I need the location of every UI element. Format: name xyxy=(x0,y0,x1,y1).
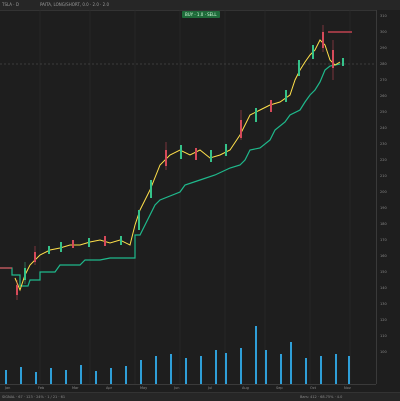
price-tick: 200 xyxy=(380,190,387,194)
volume-bars xyxy=(5,326,350,384)
price-tick: 220 xyxy=(380,158,387,162)
price-tick: 180 xyxy=(380,222,387,226)
price-tick: 280 xyxy=(380,62,387,66)
time-tick: Oct xyxy=(310,386,317,390)
signal-line xyxy=(14,39,341,292)
time-tick: Jul xyxy=(208,386,213,390)
time-tick: Aug xyxy=(242,386,249,390)
price-tick: 300 xyxy=(380,30,387,34)
price-tick: 150 xyxy=(380,270,387,274)
symbol-title[interactable]: TSLA · D xyxy=(2,2,19,7)
price-axis[interactable]: 310 300 290 280 270 260 250 240 230 220 … xyxy=(376,10,400,384)
price-tick: 160 xyxy=(380,254,387,258)
time-axis[interactable]: Jan Feb Mar Apr May Jun Jul Aug Sep Oct … xyxy=(0,384,376,393)
price-tick: 130 xyxy=(380,302,387,306)
price-tick: 140 xyxy=(380,286,387,290)
status-bar: SIGNAL · 67 · 123 · 24% · 1 / 21 · 61 Ba… xyxy=(0,392,400,401)
candles xyxy=(16,25,344,300)
price-tick: 110 xyxy=(380,334,387,338)
time-tick: Jan xyxy=(5,386,11,390)
price-tick: 120 xyxy=(380,318,387,322)
time-tick: Mar xyxy=(72,386,79,390)
time-tick: Feb xyxy=(38,386,45,390)
price-tick: 240 xyxy=(380,126,387,130)
grid xyxy=(39,10,351,384)
price-tick: 290 xyxy=(380,46,387,50)
trailing-stop-line xyxy=(0,63,341,287)
time-tick: Sep xyxy=(276,386,283,390)
status-right: Bars: 412 · 68.75% · 4.0 xyxy=(300,395,343,399)
window-title-bar: TSLA · D PAITA, LONG/SHORT, 0.0 · 2.0 · … xyxy=(0,0,400,11)
signal-badge[interactable]: BUY · 1.0 · SELL xyxy=(182,11,220,18)
time-tick: Apr xyxy=(106,386,113,390)
price-tick: 310 xyxy=(380,14,387,18)
price-tick: 210 xyxy=(380,174,387,178)
price-tick: 100 xyxy=(380,350,387,354)
time-tick: May xyxy=(140,386,148,390)
price-tick: 270 xyxy=(380,78,387,82)
price-tick: 260 xyxy=(380,94,387,98)
indicator-legend[interactable]: PAITA, LONG/SHORT, 0.0 · 2.0 · 2.0 xyxy=(40,2,110,7)
price-tick: 190 xyxy=(380,206,387,210)
time-tick: Jun xyxy=(174,386,180,390)
price-chart[interactable] xyxy=(0,10,376,384)
status-left: SIGNAL · 67 · 123 · 24% · 1 / 21 · 61 xyxy=(2,395,66,399)
time-tick: Nov xyxy=(344,386,351,390)
price-tick: 250 xyxy=(380,110,387,114)
price-tick: 230 xyxy=(380,142,387,146)
price-tick: 170 xyxy=(380,238,387,242)
